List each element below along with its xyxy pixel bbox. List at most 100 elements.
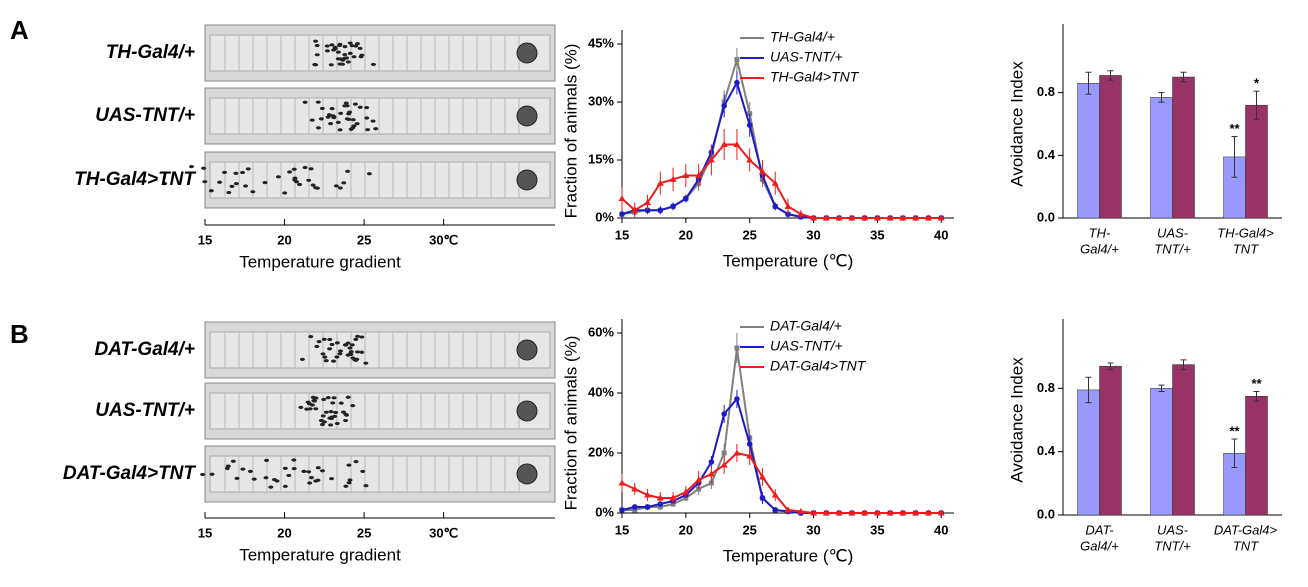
x-tick-label: 35 [870,227,884,242]
y-axis-label: Avoidance Index [1007,61,1026,187]
legend-label: UAS-TNT/+ [770,338,843,354]
y-axis-label: Fraction of animals (%) [561,336,580,511]
legend-label: DAT-Gal4/+ [770,318,842,334]
bar [1172,364,1195,516]
fly [319,469,325,473]
fly [321,337,327,341]
fly [262,180,268,185]
fly [310,395,316,399]
fly [350,404,356,408]
marker [733,141,741,148]
fly [327,347,333,351]
fly [233,182,239,186]
bar [1099,365,1122,516]
fly [314,186,320,190]
fly [275,175,281,179]
fly [282,466,288,470]
x-tick-label: 35 [870,522,884,537]
marker [937,214,945,221]
fly [282,484,288,488]
marker [822,214,830,221]
y-axis-label: Fraction of animals (%) [561,44,580,219]
fly [344,56,350,60]
x-tick-label: 40 [934,522,948,537]
legend-label: UAS-TNT/+ [770,49,843,65]
fly [302,100,308,104]
error-bar [1158,384,1165,392]
fly [345,341,351,345]
marker [797,210,805,217]
fly [347,51,353,55]
fly [349,44,355,48]
axis-label: Temperature gradient [239,545,401,564]
fly [343,484,349,488]
fly [342,53,348,57]
fly [323,410,329,414]
fly [306,178,312,182]
marker [733,449,741,456]
marker [618,195,626,202]
panel-label: B [10,319,29,349]
marker [899,214,907,221]
x-tick-label: TNT [1233,538,1259,553]
fly [357,105,363,109]
fly [234,476,240,480]
fly [330,114,336,118]
fly [201,166,207,170]
fly [282,191,288,195]
fly [287,170,293,174]
y-tick-label: 40% [588,384,614,399]
marker [631,504,638,510]
fly [334,355,340,359]
axis-label: Temperature gradient [239,252,401,271]
tick-label: 25 [357,525,371,540]
fly [226,190,232,195]
x-axis-label: Temperature (℃) [723,546,854,565]
fly [324,44,330,48]
fly [370,62,376,67]
fly [342,45,348,49]
marker [720,461,728,468]
marker [912,509,920,516]
marker [758,168,766,175]
fly [366,172,372,176]
fly [345,395,351,399]
tube-cap [516,339,538,361]
significance: ** [1251,376,1262,391]
marker [810,509,818,516]
x-tick-label: TNT/+ [1154,241,1191,256]
fly [347,478,353,482]
fly [292,178,298,182]
error-bar [1253,391,1260,402]
fly [364,116,370,120]
fly [314,53,320,57]
fly [225,464,231,468]
marker [695,476,703,483]
fly [364,105,370,110]
fly [268,485,274,489]
fly [230,459,236,463]
marker [734,345,740,351]
fly [245,167,251,171]
fly [291,467,297,471]
fly [299,357,305,362]
marker [721,411,727,417]
panel-label: A [10,15,29,45]
y-tick-label: 0.4 [1037,443,1056,458]
legend-label: TH-Gal4>TNT [770,69,860,85]
fly [311,399,317,403]
fly [310,183,316,187]
strip-label: TH-Gal4/+ [106,42,195,63]
y-tick-label: 20% [588,444,614,459]
fly [291,458,297,462]
tube-inner [209,97,551,135]
fly [331,48,337,52]
fly [324,49,330,53]
fly [229,184,235,188]
fly [359,350,365,354]
marker [771,491,779,498]
marker [619,507,625,513]
fly [344,104,350,108]
marker [873,509,881,516]
x-tick-label: TH- [1089,225,1111,240]
